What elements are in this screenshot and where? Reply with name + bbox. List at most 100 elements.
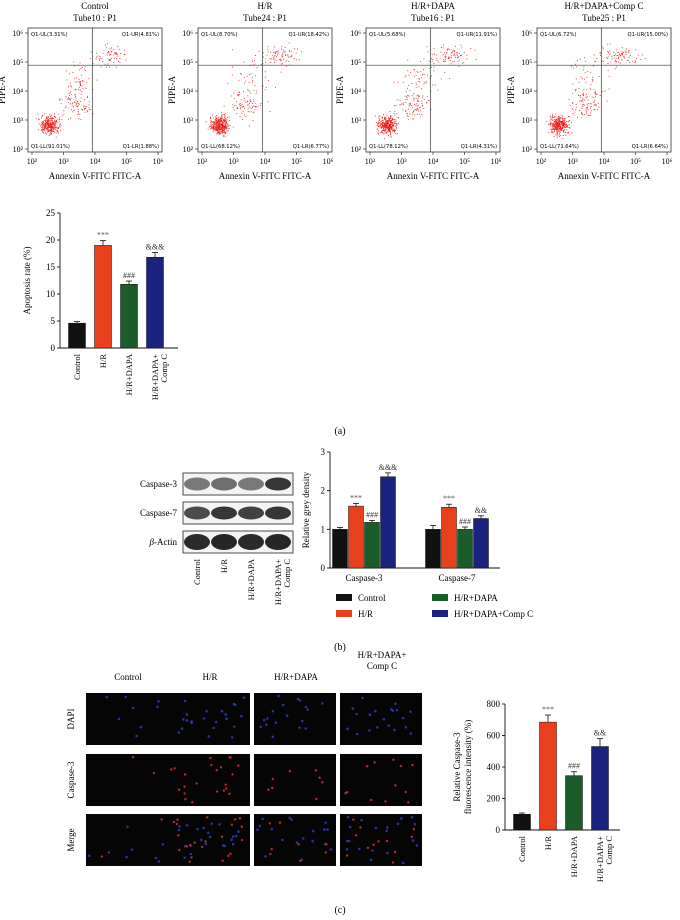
caspase-signal-dot <box>172 820 176 824</box>
flow-x-label: Annexin V-FITC FITC-A <box>49 171 142 181</box>
legend-label: Control <box>358 593 386 603</box>
y-tick-label: 10² <box>13 145 24 154</box>
legend-swatch <box>336 610 352 617</box>
y-tick-label: 600 <box>487 731 501 741</box>
nucleus-dot <box>202 717 206 720</box>
nucleus-dot <box>288 816 292 820</box>
micrograph-background <box>254 814 336 866</box>
nucleus-dot <box>242 696 246 699</box>
caspase-signal-dot <box>222 789 226 792</box>
caspase-signal-dot <box>315 797 318 801</box>
y-tick-label: 0 <box>496 825 501 835</box>
nucleus-dot <box>178 825 181 828</box>
caspase-signal-dot <box>268 822 272 825</box>
legend-swatch <box>432 610 448 617</box>
caspase-signal-dot <box>271 777 274 781</box>
nucleus-dot <box>262 718 266 722</box>
quadrant-label-ur: Q1-UR(15.00%) <box>628 32 668 38</box>
micrograph-tile <box>340 814 422 866</box>
caspase-signal-dot <box>325 843 328 846</box>
nucleus-dot <box>304 727 308 730</box>
nucleus-dot <box>296 697 300 701</box>
caspase-signal-dot <box>160 818 163 821</box>
nucleus-dot <box>183 844 187 848</box>
nucleus-dot <box>411 839 415 842</box>
y-tick-label: 5 <box>51 316 56 326</box>
quadrant-label-ll: Q1-LL(91.01%) <box>31 144 70 150</box>
micrograph-background <box>254 754 336 806</box>
nucleus-dot <box>368 713 372 717</box>
caspase-signal-dot <box>352 818 355 821</box>
nucleus-dot <box>369 858 373 862</box>
caspase-signal-dot <box>176 818 179 821</box>
significance-mark: ### <box>568 762 580 771</box>
quadrant-label-ur: Q1-UR(18.42%) <box>289 32 329 38</box>
caspase-signal-dot <box>297 843 300 846</box>
significance-mark: *** <box>542 705 554 714</box>
quadrant-label-ur: Q1-UR(11.91%) <box>457 32 497 38</box>
blot-band <box>238 477 264 491</box>
y-tick-label: 10⁶ <box>12 29 23 38</box>
nucleus-dot <box>185 719 189 722</box>
x-tick-label: 10³ <box>396 157 407 166</box>
nucleus-dot <box>415 844 419 847</box>
nucleus-dot <box>190 720 193 723</box>
micrograph-tile <box>254 693 336 745</box>
nucleus-dot <box>360 818 363 822</box>
flow-event-cloud <box>545 43 646 139</box>
y-tick-label: 10⁴ <box>350 87 361 96</box>
y-tick-label: 25 <box>46 208 56 218</box>
nucleus-dot <box>207 735 211 738</box>
nucleus-dot <box>374 709 377 713</box>
y-tick-label: 400 <box>487 762 501 772</box>
flow-subtitle: Tube24 : P1 <box>243 13 287 23</box>
nucleus-dot <box>304 705 308 709</box>
significance-mark: &&& <box>146 242 165 251</box>
caspase-signal-dot <box>314 769 318 772</box>
x-tick-label: 10³ <box>567 157 578 166</box>
panel-label-c: (c) <box>334 905 345 916</box>
nucleus-dot <box>220 709 224 713</box>
nucleus-dot <box>117 717 121 721</box>
blot-band <box>265 477 291 491</box>
caspase-signal-dot <box>177 788 181 791</box>
blot-band <box>211 506 237 520</box>
nucleus-dot <box>230 838 233 842</box>
nucleus-dot <box>404 726 408 729</box>
y-tick-label: 10⁴ <box>521 87 532 96</box>
quadrant-label-ll: Q1-LL(71.64%) <box>540 144 579 150</box>
caspase-signal-dot <box>224 783 227 786</box>
nucleus-dot <box>234 834 238 838</box>
caspase-signal-dot <box>175 822 179 826</box>
flow-panel: H/R+DAPA+Comp C Tube25 : P1 Q1-UL(6.72%) Q1… <box>506 1 673 181</box>
x-tick-label: Caspase-3 <box>346 573 383 583</box>
blot-band <box>184 534 210 550</box>
nucleus-dot <box>413 822 417 826</box>
blot-band <box>211 534 237 550</box>
caspase-signal-dot <box>183 792 186 795</box>
caspase-signal-dot <box>404 790 407 794</box>
significance-mark: ### <box>123 271 135 280</box>
nucleus-dot <box>131 706 135 710</box>
caspase-signal-dot <box>237 764 240 767</box>
caspase-signal-dot <box>227 854 230 858</box>
nucleus-dot <box>185 713 189 716</box>
nucleus-dot <box>285 714 289 717</box>
y-axis-label: Apoptosis rate (%) <box>22 247 32 315</box>
nucleus-dot <box>185 823 189 827</box>
y-tick-label: 0 <box>51 343 56 353</box>
immunofluorescence-grid: Control H/R H/R+DAPA H/R+DAPA+ Comp C DAPI Cas… <box>66 650 422 866</box>
nucleus-dot <box>409 710 412 713</box>
caspase-signal-dot <box>321 781 324 784</box>
nucleus-dot <box>157 860 161 863</box>
bar <box>348 505 364 569</box>
caspase-signal-dot <box>385 839 389 843</box>
nucleus-dot <box>329 848 333 851</box>
flow-title: H/R+DAPA <box>411 1 455 11</box>
y-tick-label: 10³ <box>351 116 362 125</box>
caspase-signal-dot <box>184 797 187 801</box>
micrograph-background <box>168 814 250 866</box>
legend-swatch <box>336 594 352 601</box>
x-tick-label: 10⁵ <box>630 157 641 166</box>
